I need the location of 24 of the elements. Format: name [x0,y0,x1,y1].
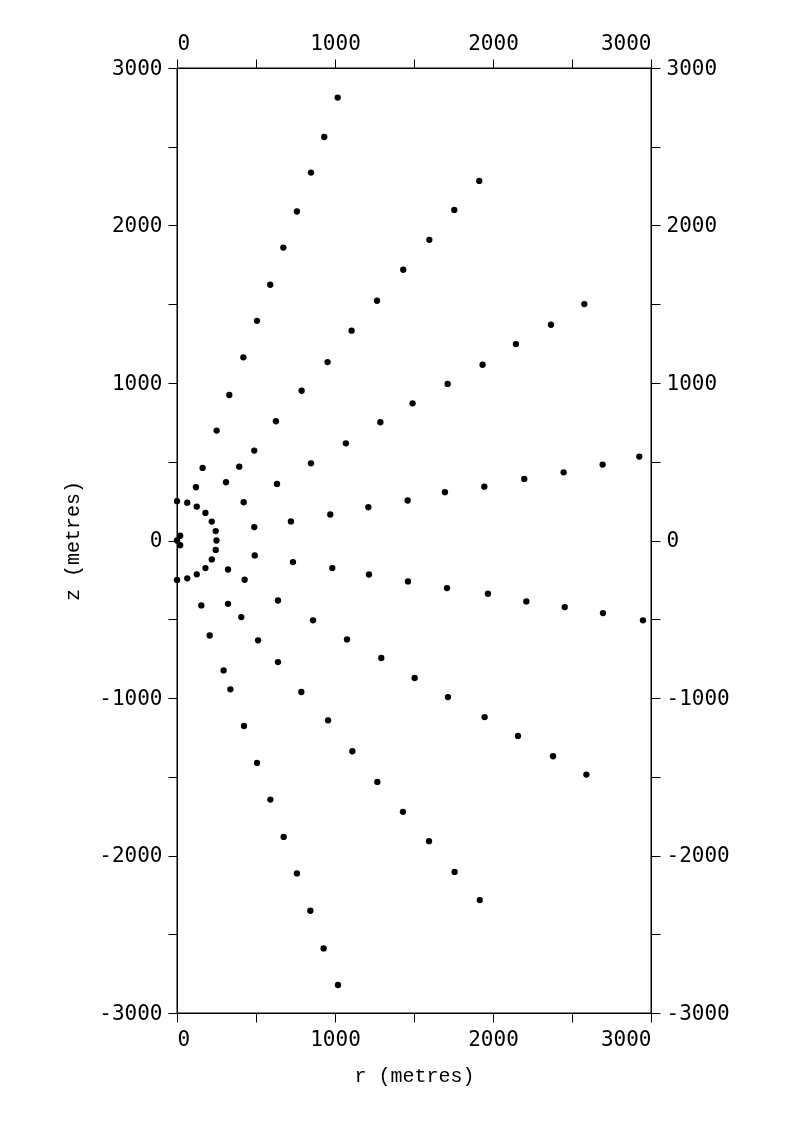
y2-tick-label: -3000 [666,1000,730,1025]
y2-tick-label: 1000 [666,370,718,395]
y-axis-title: z (metres) [62,480,86,602]
y-tick-label: -3000 [99,1000,163,1025]
y-tick-label: -1000 [99,685,163,710]
x-axis-title: r (metres) [354,1064,475,1088]
y2-tick-label: 0 [666,528,680,552]
x-tick-label: 1000 [310,1026,361,1051]
y-tick-label: 2000 [111,213,163,237]
x2-tick-label: 3000 [600,30,652,55]
x-tick-label: 3000 [600,1026,652,1051]
x2-tick-label: 1000 [310,30,361,55]
x-tick-label: 2000 [468,1026,519,1051]
y2-tick-label: -2000 [666,843,730,867]
y-tick-label: 0 [149,528,163,552]
x2-tick-label: 0 [177,30,191,55]
y-tick-label: -2000 [99,843,163,867]
y2-tick-label: 2000 [666,213,718,237]
y-tick-label: 3000 [111,55,163,80]
x2-tick-label: 2000 [468,30,519,55]
y2-tick-label: -1000 [666,685,730,710]
x-tick-label: 0 [177,1026,191,1051]
y2-tick-label: 3000 [666,55,718,80]
y-tick-label: 1000 [111,370,163,395]
